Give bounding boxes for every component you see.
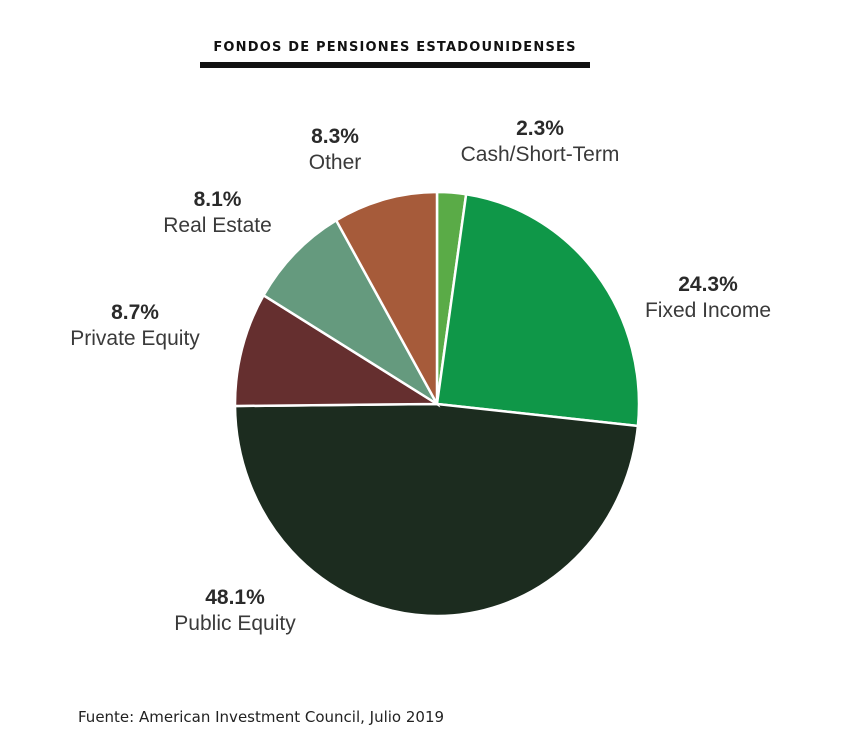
- source-note: Fuente: American Investment Council, Jul…: [78, 708, 445, 726]
- label-real-estate-value: 8.1%: [193, 188, 242, 211]
- label-other: 8.3% Other: [290, 124, 380, 176]
- label-public-equity-value: 48.1%: [205, 586, 265, 609]
- label-fixed-income-value: 24.3%: [678, 273, 738, 296]
- label-public-equity-name: Public Equity: [174, 612, 296, 635]
- pie-slice-public-equity: [233, 402, 640, 618]
- label-private-equity-name: Private Equity: [70, 327, 200, 350]
- label-public-equity: 48.1% Public Equity: [150, 585, 320, 637]
- label-other-value: 8.3%: [311, 125, 359, 148]
- label-private-equity-value: 8.7%: [111, 301, 159, 324]
- label-cash-value: 2.3%: [516, 117, 564, 140]
- label-fixed-income-name: Fixed Income: [644, 299, 772, 322]
- title-underline: [200, 62, 590, 68]
- label-cash: 2.3% Cash/Short-Term: [440, 116, 640, 168]
- pie-slice-real-estate: [261, 218, 441, 408]
- label-other-name: Other: [308, 151, 362, 174]
- label-cash-name: Cash/Short-Term: [460, 143, 620, 166]
- label-private-equity: 8.7% Private Equity: [50, 300, 220, 352]
- pie-slice-other: [334, 190, 439, 405]
- label-fixed-income: 24.3% Fixed Income: [628, 272, 788, 324]
- label-real-estate-name: Real Estate: [163, 214, 272, 237]
- label-real-estate: 8.1% Real Estate: [145, 187, 290, 239]
- chart-title: FONDOS DE PENSIONES ESTADOUNIDENSES: [213, 40, 577, 55]
- pie-slice-fixed-income: [435, 192, 641, 428]
- pie-slice-private-equity: [233, 293, 442, 408]
